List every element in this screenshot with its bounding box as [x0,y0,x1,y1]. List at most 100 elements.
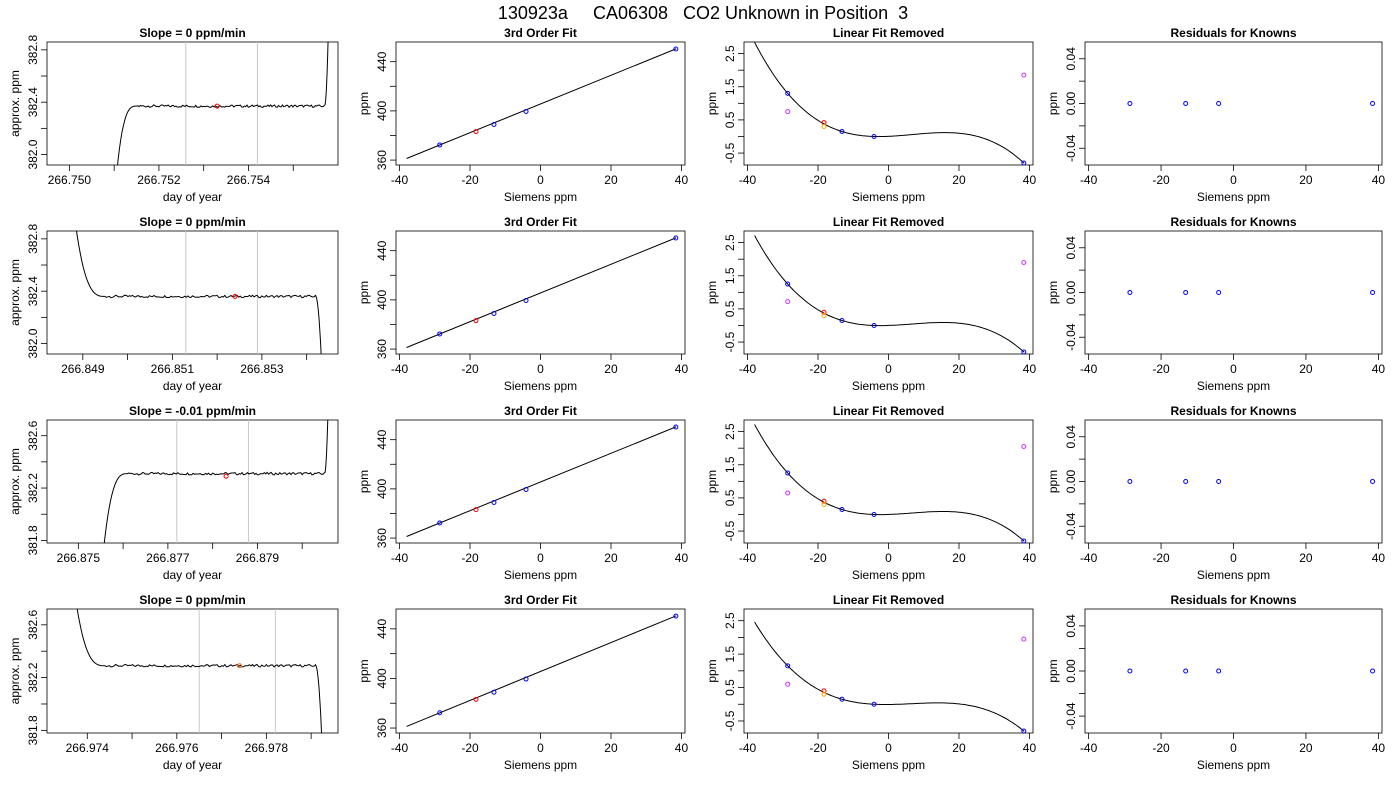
panel-r2-resid-data-point [1370,290,1376,295]
panel-r1-linres-ytick-label: 1.5 [723,78,737,95]
panel-r1-resid-data-point [1216,101,1222,106]
panel-r2-resid-xtick-label: -40 [1080,362,1098,376]
panel-r1-resid-frame [1084,41,1383,166]
panel-r2-fit-fit-line [406,237,677,348]
panel-r3-linres-xlabel: Siemens ppm [852,568,925,582]
panel-r4-resid-data-point [1370,668,1376,674]
panel-r2-trace-series-line [75,231,322,354]
panel-r3-fit-data-point [437,520,443,526]
panel-r4-trace-title: Slope = 0 ppm/min [139,593,245,607]
panel-r1-trace-xlabel: day of year [163,190,222,204]
panel-r3-resid-ytick-label: 0.04 [1064,425,1078,449]
panel-r3-trace-xlabel: day of year [163,568,222,582]
panel-r4-trace-frame [46,608,339,734]
panel-r2-linres-title: Linear Fit Removed [833,215,944,229]
panel-r4-trace-ytick-label: 381.8 [26,715,40,745]
panel-r1-fit-data-point [437,142,443,148]
panel-r4-linres-data-point [1021,636,1027,642]
panel-r1-resid-ytick-label: -0.04 [1064,134,1078,162]
panel-r4-resid-ytick-label: -0.04 [1064,702,1078,730]
panel-r3-fit-ylabel: ppm [357,470,371,493]
panel-r4-resid-xlabel: Siemens ppm [1197,758,1270,772]
figure-title: 130923a CA06308 CO2 Unknown in Position … [498,3,908,23]
panel-r3-resid-xtick-label: 20 [1299,551,1313,565]
panel-r2-trace-ytick-label: 382.8 [26,224,40,254]
panel-r3-linres-title: Linear Fit Removed [833,404,944,418]
panel-r1-fit-xtick-label: 0 [537,173,544,187]
panel-r2-trace-xtick-label: 266.853 [240,362,284,376]
panel-r2-fit-xlabel: Siemens ppm [504,379,577,393]
panel-r1-trace-xtick-label: 266.752 [137,173,181,187]
panel-r3-linres-data-point [785,470,791,476]
panel-r1-trace-frame [46,41,339,166]
panel-r1-fit-xlabel: Siemens ppm [504,190,577,204]
panel-r3-resid-data-point [1127,479,1133,484]
panel-r4-fit-fit-line [406,615,677,727]
panel-r1-linres-xtick-label: 0 [885,173,892,187]
panel-r3-trace-title: Slope = -0.01 ppm/min [129,404,256,418]
panel-r1-fit-xtick-label: -40 [391,173,409,187]
panel-r4-linres-xtick-label: 20 [952,741,966,755]
panel-r1-fit-data-point [523,108,529,114]
panel-r2-fit-data-point [523,297,529,303]
panel-r1-fit-data-point [473,129,479,135]
panel-r4-fit-data-point [473,696,479,702]
panel-r3-resid-data-point [1370,479,1376,484]
panel-r2-trace-frame [46,230,339,355]
panel-r1-resid-xtick-label: 20 [1299,173,1313,187]
panel-r2-resid-xlabel: Siemens ppm [1197,379,1270,393]
panel-r2-linres-ytick-label: 1.5 [723,267,737,284]
panel-r2-fit-ytick-label: 400 [375,290,389,310]
panel-r2-fit-data-point [673,235,679,241]
panel-r4-fit-title: 3rd Order Fit [504,593,577,607]
panel-r1-resid-xtick-label: -20 [1152,173,1170,187]
panel-r3-resid-ylabel: ppm [1046,470,1060,493]
panel-r3-linres-ylabel: ppm [705,470,719,493]
panel-r3-resid-data-point [1216,479,1222,484]
panel-r3-linres-xtick-label: 0 [885,551,892,565]
panel-r4-trace-xtick-label: 266.976 [155,741,199,755]
panel-r1-trace-xtick-label: 266.750 [48,173,92,187]
panel-r4-fit-xlabel: Siemens ppm [504,758,577,772]
panel-r2-linres-xtick-label: 20 [952,362,966,376]
panel-r1-resid-xlabel: Siemens ppm [1197,190,1270,204]
panel-r1-trace-ytick-label: 382.8 [26,35,40,65]
panel-r4-resid-xtick-label: -40 [1080,741,1098,755]
panel-r1-linres-data-point [821,124,827,130]
panel-r4-trace-xtick-label: 266.978 [245,741,289,755]
panel-r2-linres-xlabel: Siemens ppm [852,379,925,393]
panel-r3-linres-xtick-label: 40 [1023,551,1037,565]
panel-r4-fit-ylabel: ppm [357,659,371,682]
panel-r2-fit-xtick-label: 20 [604,362,618,376]
panel-r3-fit-xlabel: Siemens ppm [504,568,577,582]
panel-r4-resid-xtick-label: 0 [1230,741,1237,755]
panel-r2-trace-title: Slope = 0 ppm/min [139,215,245,229]
panel-r4-linres-xtick-label: 0 [885,741,892,755]
panel-r4-resid-ytick-label: 0.00 [1064,659,1078,683]
panel-r3-fit-data-point [491,500,497,506]
panel-r4-trace-sample-point [237,663,243,669]
panel-r4-trace-ytick-label: 382.2 [26,662,40,692]
panel-r1-linres-xtick-label: -20 [809,173,827,187]
panel-r1-fit-xtick-label: 20 [604,173,618,187]
panel-r3-linres-xtick-label: -20 [809,551,827,565]
panel-r4-resid-data-point [1183,668,1189,674]
panel-r1-linres-data-point [785,109,791,115]
panel-r2-fit-ytick-label: 440 [375,240,389,260]
panel-r3-linres-data-point [1021,444,1027,450]
panel-r2-resid-ytick-label: -0.04 [1064,323,1078,351]
panel-r2-linres-data-point [821,313,827,319]
panel-r2-resid-xtick-label: -20 [1152,362,1170,376]
panel-r1-linres-data-point [871,133,877,139]
panel-r3-fit-data-point [673,424,679,430]
panel-r3-resid-frame [1084,419,1383,544]
panel-r4-linres-title: Linear Fit Removed [833,593,944,607]
panel-r3-fit-ytick-label: 400 [375,479,389,499]
panel-r2-fit-data-point [437,331,443,337]
panel-r4-trace-series-line [76,609,323,733]
panel-r2-linres-xtick-label: 0 [885,362,892,376]
panel-r1-linres-frame [743,41,1034,166]
panel-r2-linres-ytick-label: 2.5 [723,234,737,251]
panel-r4-linres-data-point [1021,728,1027,734]
